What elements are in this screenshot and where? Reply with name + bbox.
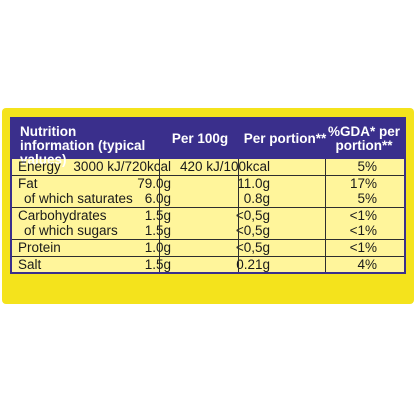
per-100g-value: 1.5g bbox=[144, 256, 171, 272]
gda-value: 5% bbox=[357, 159, 377, 174]
per-portion-value: 0.8g bbox=[243, 191, 270, 207]
per-portion-value: <0,5g bbox=[235, 223, 270, 239]
header-per-100g: Per 100g bbox=[171, 131, 229, 146]
table-body: Energy 3000 kJ/720kcal 420 kJ/100kcal 5%… bbox=[12, 159, 404, 272]
per-portion-value: <0,5g bbox=[235, 207, 270, 223]
per-100g-value: 1.5g bbox=[144, 223, 171, 239]
header-per-portion: Per portion** bbox=[243, 131, 327, 146]
per-portion-value: 420 kJ/100kcal bbox=[179, 159, 270, 174]
row-label: Energy bbox=[18, 159, 61, 174]
gda-value: 5% bbox=[357, 191, 377, 207]
gda-value: 17% bbox=[349, 175, 377, 191]
per-portion-value: 0.21g bbox=[236, 256, 270, 272]
per-100g-value: 6.0g bbox=[144, 191, 171, 207]
row-label: Salt bbox=[18, 256, 42, 272]
per-portion-value: 11.0g bbox=[237, 175, 270, 191]
header-gda-per-portion: %GDA* per portion** bbox=[327, 124, 400, 153]
column-divider bbox=[325, 159, 326, 273]
per-portion-value: <0,5g bbox=[235, 239, 270, 255]
table-row-protein: Protein 1.0g <0,5g <1% bbox=[12, 238, 404, 256]
table-row-energy: Energy 3000 kJ/720kcal 420 kJ/100kcal 5% bbox=[12, 159, 404, 175]
row-label: of which saturates bbox=[24, 191, 133, 207]
row-label: Carbohydrates bbox=[18, 207, 107, 223]
per-100g-value: 1.5g bbox=[144, 207, 171, 223]
per-100g-value: 1.0g bbox=[144, 239, 171, 255]
gda-value: <1% bbox=[349, 223, 377, 239]
per-100g-value: 79.0g bbox=[137, 175, 171, 191]
row-label: Protein bbox=[18, 239, 61, 255]
table-row-saturates: of which saturates 6.0g 0.8g 5% bbox=[12, 191, 404, 207]
nutrition-table: Nutrition information (typical values) P… bbox=[10, 117, 406, 275]
gda-value: 4% bbox=[357, 256, 377, 272]
table-row-sugars: of which sugars 1.5g <0,5g <1% bbox=[12, 223, 404, 239]
gda-value: <1% bbox=[349, 239, 377, 255]
gda-value: <1% bbox=[349, 207, 377, 223]
per-100g-value: 3000 kJ/720kcal bbox=[73, 159, 171, 174]
header-nutrition-information: Nutrition information (typical values) bbox=[20, 124, 146, 167]
row-label: of which sugars bbox=[24, 223, 118, 239]
column-divider bbox=[238, 159, 239, 273]
table-row-salt: Salt 1.5g 0.21g 4% bbox=[12, 255, 404, 273]
table-row-carbohydrates: Carbohydrates 1.5g <0,5g <1% bbox=[12, 206, 404, 224]
row-label: Fat bbox=[18, 175, 38, 191]
table-row-fat: Fat 79.0g 11.0g 17% bbox=[12, 174, 404, 192]
table-header: Nutrition information (typical values) P… bbox=[12, 119, 404, 167]
column-divider bbox=[159, 159, 160, 273]
